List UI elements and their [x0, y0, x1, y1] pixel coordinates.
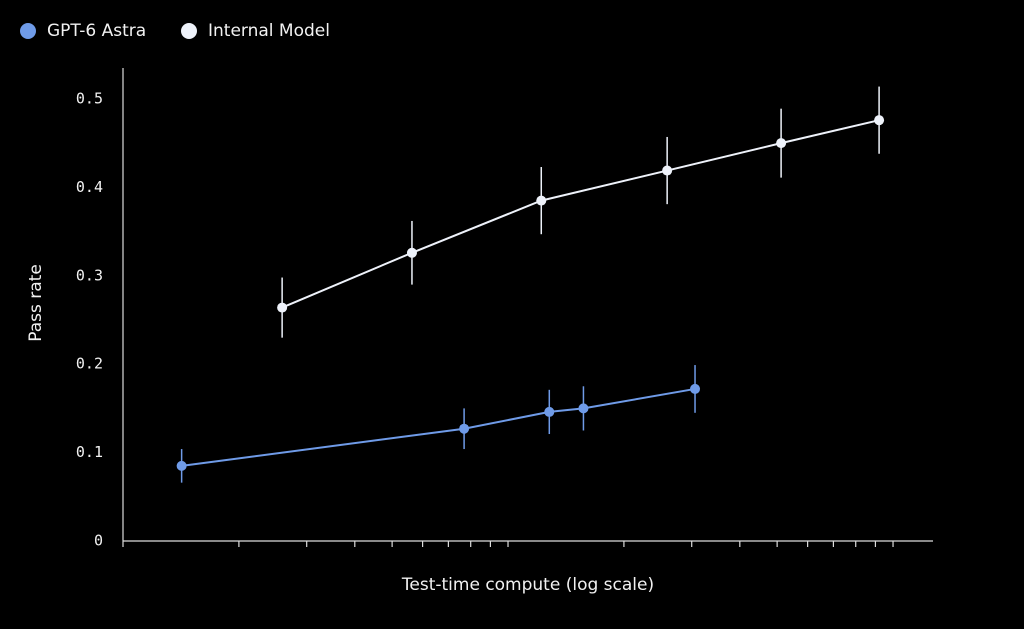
data-point — [776, 138, 787, 149]
legend-swatch — [181, 23, 197, 39]
legend-swatch — [20, 23, 36, 39]
data-point — [690, 383, 701, 394]
data-point — [662, 165, 673, 176]
legend-label: GPT-6 Astra — [47, 21, 146, 41]
legend-label: Internal Model — [208, 21, 330, 41]
data-point — [176, 460, 187, 471]
y-tick-label: 0.3 — [76, 266, 103, 284]
data-point — [874, 115, 885, 126]
y-tick-label: 0.5 — [76, 89, 103, 107]
y-tick-label: 0.1 — [76, 443, 103, 461]
data-point — [536, 195, 547, 206]
x-axis-label: Test-time compute (log scale) — [401, 575, 654, 595]
y-tick-label: 0 — [94, 532, 103, 550]
data-point — [406, 247, 417, 258]
data-point — [578, 403, 589, 414]
y-tick-label: 0.2 — [76, 355, 103, 373]
series-line — [281, 119, 880, 309]
y-axis-label: Pass rate — [26, 264, 46, 342]
data-point — [459, 423, 470, 434]
y-tick-label: 0.4 — [76, 178, 103, 196]
data-point — [544, 406, 555, 417]
data-point — [277, 302, 288, 313]
